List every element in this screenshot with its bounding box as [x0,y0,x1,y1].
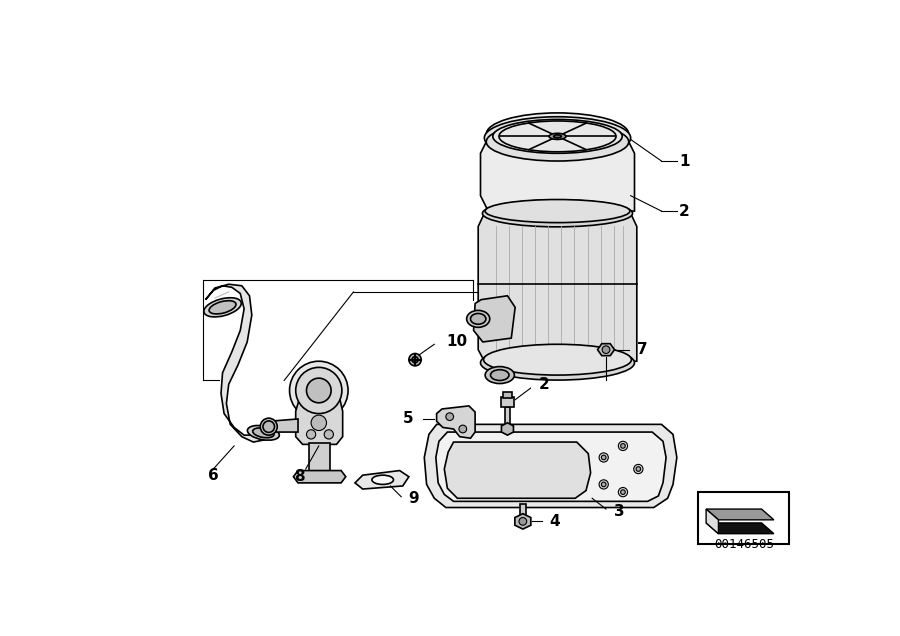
Circle shape [307,378,331,403]
Ellipse shape [484,117,631,159]
Circle shape [459,425,466,433]
Ellipse shape [491,370,509,380]
Ellipse shape [485,366,515,384]
Ellipse shape [248,425,279,440]
Polygon shape [481,138,634,211]
Ellipse shape [483,344,632,375]
Text: 1: 1 [680,153,689,169]
Polygon shape [706,523,774,534]
Circle shape [618,488,627,497]
Text: 00146505: 00146505 [714,538,774,551]
Circle shape [290,361,348,420]
Circle shape [601,482,606,487]
Bar [520,504,526,522]
Ellipse shape [263,421,274,432]
Polygon shape [706,509,718,534]
Polygon shape [424,424,677,508]
Text: 6: 6 [208,467,219,483]
Circle shape [601,455,606,460]
Bar [698,492,789,544]
Ellipse shape [260,418,277,435]
Ellipse shape [471,314,486,324]
Ellipse shape [253,428,274,438]
Circle shape [636,467,641,471]
Ellipse shape [481,345,634,380]
Polygon shape [436,406,475,438]
Polygon shape [296,398,343,445]
Circle shape [296,368,342,413]
Text: 4: 4 [550,514,561,529]
Circle shape [621,444,626,448]
Text: 5: 5 [403,411,413,427]
Ellipse shape [485,200,630,223]
Ellipse shape [549,134,566,139]
Ellipse shape [554,135,562,138]
Text: 3: 3 [614,504,625,519]
Ellipse shape [486,113,629,155]
Circle shape [519,518,526,525]
Circle shape [446,413,454,420]
Bar [505,408,509,429]
Polygon shape [598,343,615,356]
Circle shape [602,346,610,354]
Polygon shape [515,514,531,529]
Bar [503,392,512,398]
Polygon shape [205,284,270,442]
Polygon shape [706,509,774,520]
Polygon shape [436,432,666,501]
Text: 7: 7 [637,342,647,357]
Circle shape [634,464,643,474]
Bar [500,397,515,408]
Circle shape [412,357,418,363]
Polygon shape [293,471,346,483]
Ellipse shape [486,123,629,161]
Text: 2: 2 [538,377,549,392]
Ellipse shape [372,475,393,485]
Text: 8: 8 [294,469,305,484]
Circle shape [621,490,626,494]
Polygon shape [478,214,637,361]
Circle shape [409,354,421,366]
Polygon shape [445,442,590,498]
Text: 2: 2 [680,204,690,219]
Bar [309,443,330,472]
Circle shape [599,480,608,489]
Ellipse shape [466,310,490,328]
Circle shape [324,430,333,439]
Polygon shape [355,471,409,489]
Circle shape [307,430,316,439]
Circle shape [599,453,608,462]
Polygon shape [473,296,515,342]
Ellipse shape [493,120,622,153]
Ellipse shape [482,200,633,227]
Polygon shape [269,419,298,432]
Polygon shape [501,423,514,435]
Text: 9: 9 [409,491,419,506]
Circle shape [618,441,627,450]
Circle shape [311,415,327,431]
Ellipse shape [209,301,236,314]
Ellipse shape [203,298,241,317]
Text: 10: 10 [446,335,467,349]
